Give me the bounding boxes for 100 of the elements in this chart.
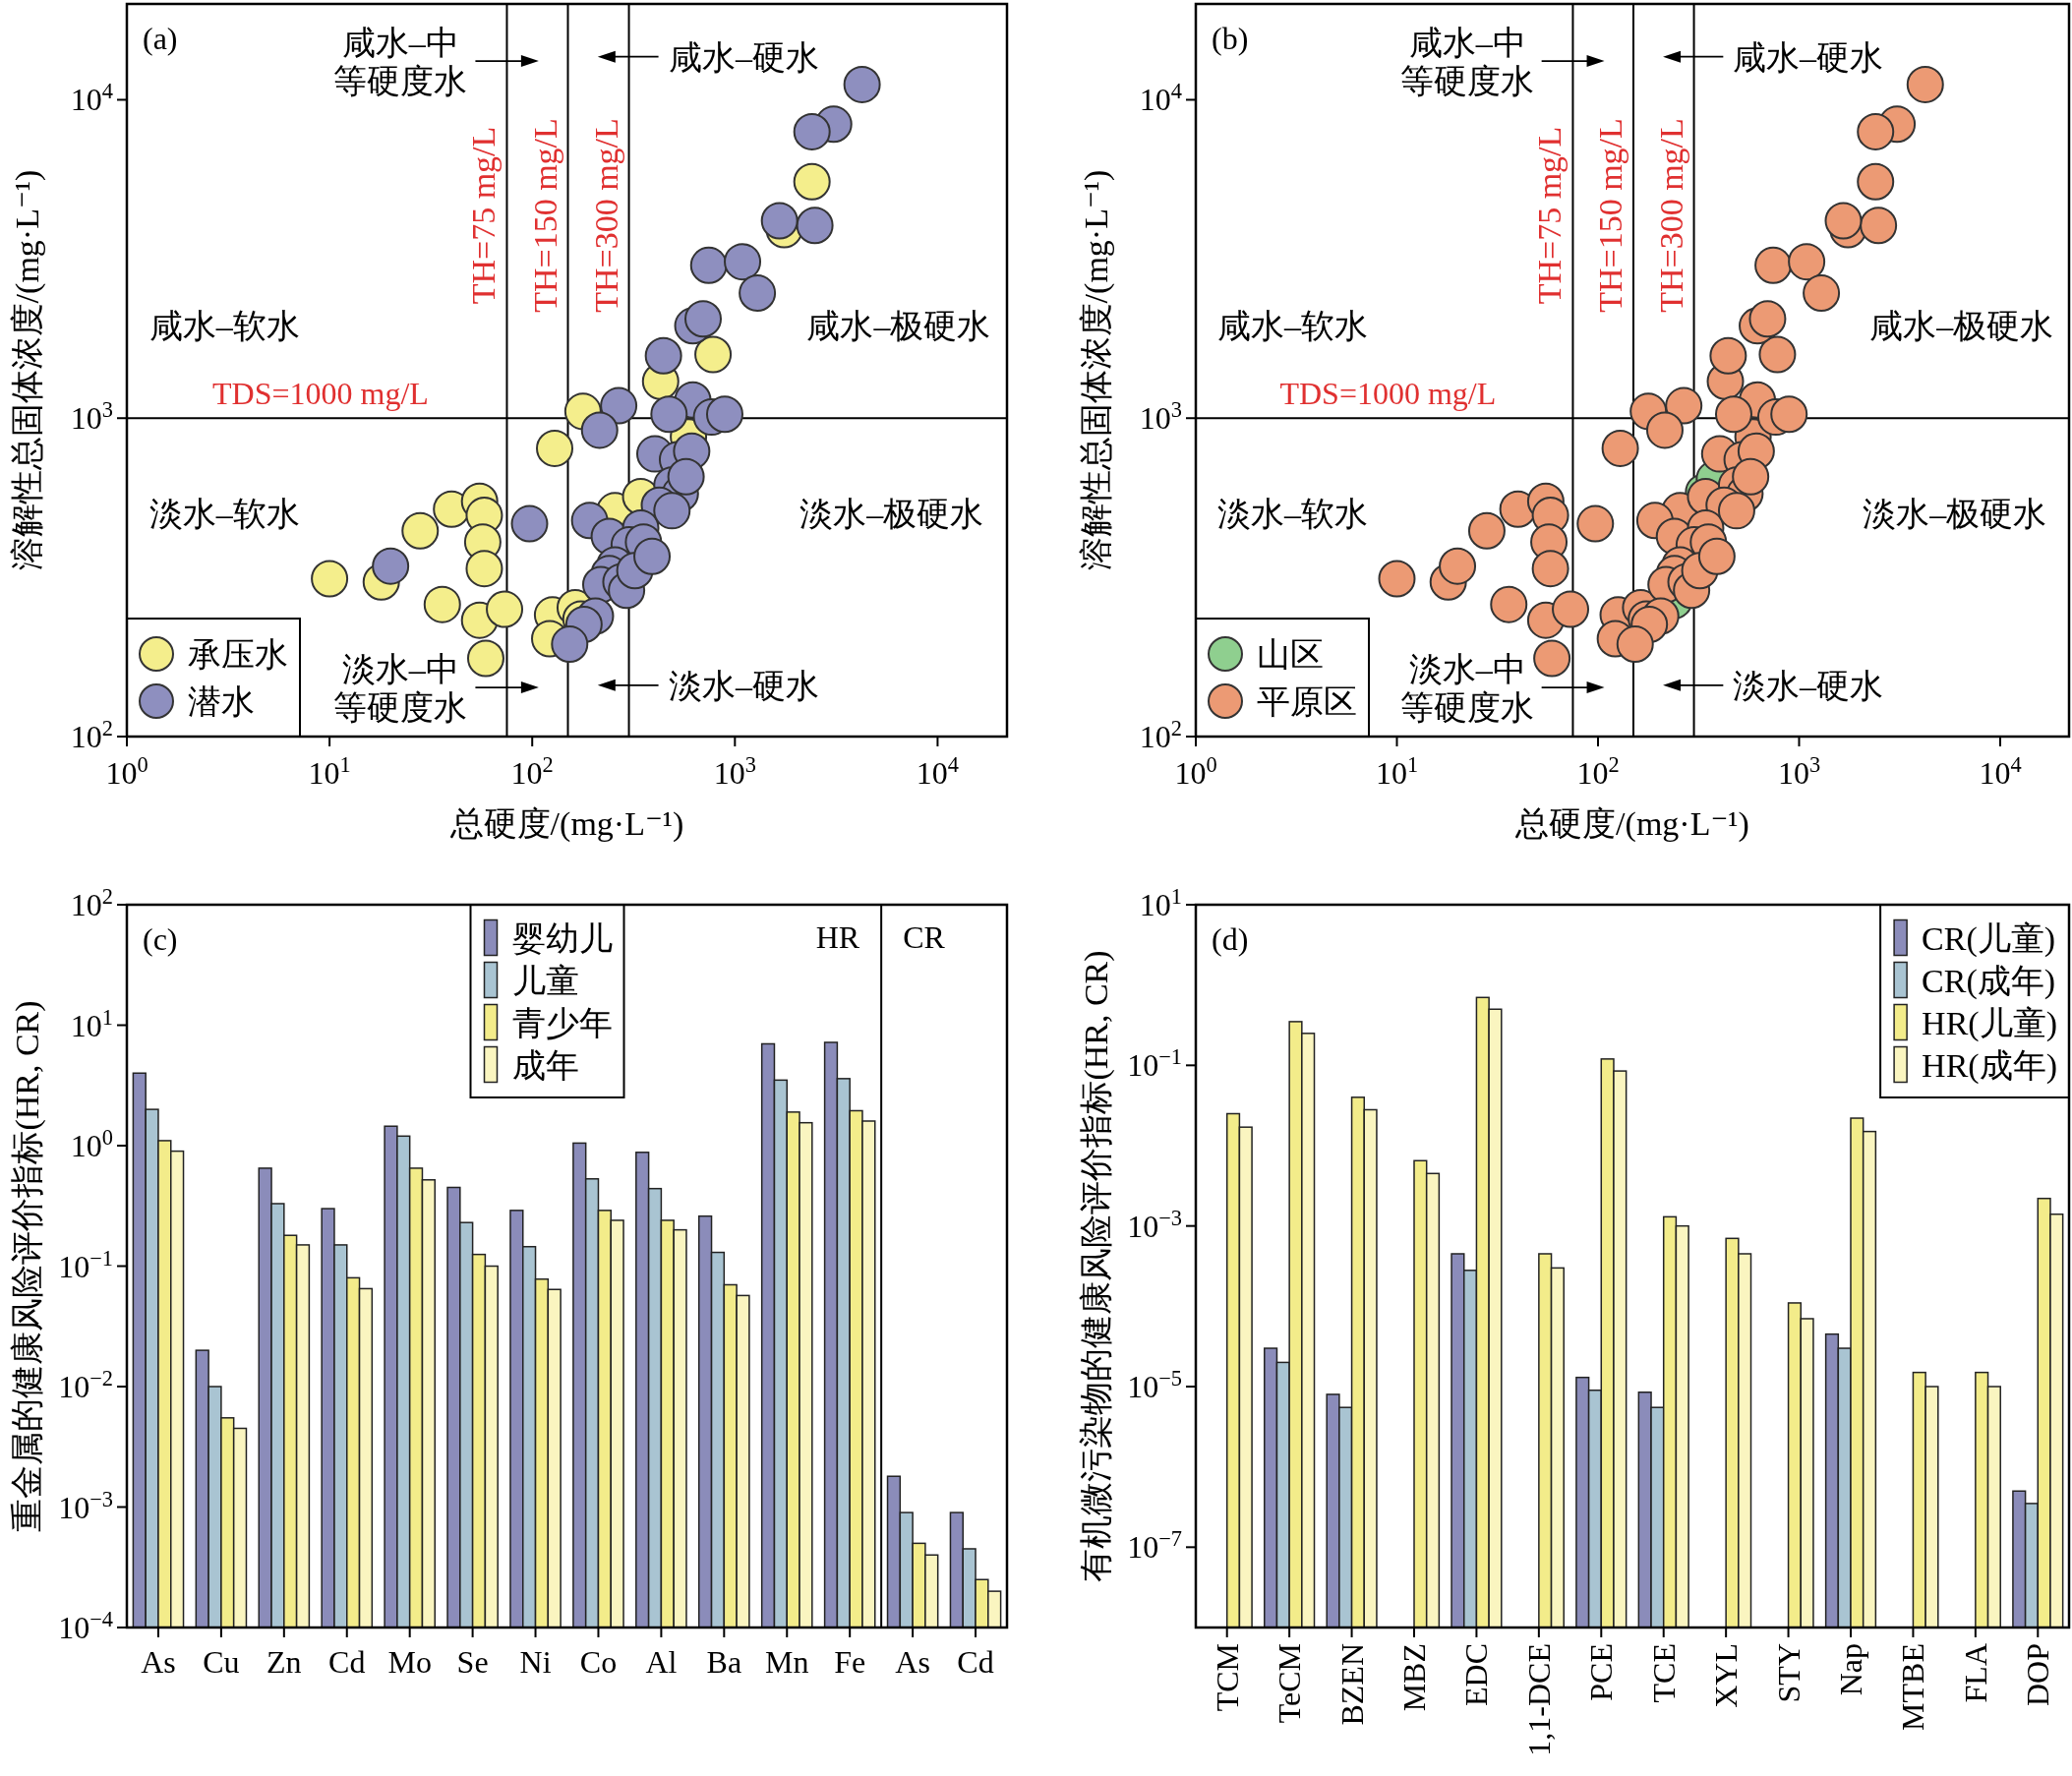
y-tick-label: 10$^{−4}$ [58, 1606, 113, 1645]
x-tick-label: Mn [765, 1644, 809, 1680]
legend-label: 成年 [511, 1046, 579, 1083]
y-tick-label: 10$^{2}$ [1139, 715, 1182, 754]
annotation: CR [903, 919, 946, 955]
legend-label: 儿童 [511, 962, 579, 998]
x-tick-label: Se [456, 1644, 489, 1680]
x-tick-label: 1,1-DCE [1520, 1643, 1557, 1756]
x-tick-label: PCE [1583, 1643, 1620, 1701]
ref-line-label: TH=300 mg/L [1652, 118, 1689, 313]
x-tick-label: 10$^{3}$ [1777, 751, 1821, 791]
x-tick-label: Co [579, 1644, 618, 1680]
legend-label: CR(成年) [1922, 962, 2056, 999]
annotation: 淡水–硬水 [668, 667, 819, 704]
annotation: 咸水–硬水 [1732, 38, 1883, 76]
x-tick-label: DOP [2020, 1643, 2056, 1707]
x-tick-label: Mo [387, 1644, 432, 1680]
x-tick-label: Cu [203, 1644, 240, 1680]
x-tick-label: Fe [834, 1644, 866, 1680]
text: (d) [1212, 921, 1249, 957]
annotation: 咸水–硬水 [668, 38, 819, 76]
ref-line-label: TH=150 mg/L [526, 118, 563, 313]
x-tick-label: As [141, 1644, 176, 1680]
y-tick-label: 10$^{4}$ [70, 78, 113, 118]
annotation: 咸水–软水 [148, 307, 300, 344]
x-tick-label: 10$^{2}$ [1576, 751, 1620, 791]
x-tick-label: 10$^{4}$ [1979, 751, 2022, 791]
x-tick-label: MBZ [1396, 1643, 1432, 1712]
annotation: 咸水–极硬水 [806, 307, 991, 344]
y-tick-label: 10$^{3}$ [1139, 396, 1182, 437]
x-tick-label: EDC [1458, 1643, 1495, 1706]
y-tick-label: 10$^{−3}$ [1127, 1205, 1182, 1244]
x-tick-label: BZEN [1333, 1643, 1370, 1726]
legend-label: HR(成年) [1922, 1046, 2057, 1084]
y-tick-label: 10$^{2}$ [70, 715, 113, 754]
y-tick-label: 10$^{1}$ [1139, 883, 1182, 922]
x-tick-label: Cd [957, 1644, 994, 1680]
annotation: 咸水–中等硬度水 [1400, 24, 1535, 99]
x-tick-label: MTBE [1895, 1643, 1931, 1731]
y-tick-label: 10$^{3}$ [70, 396, 113, 437]
x-tick-label: TeCM [1272, 1643, 1308, 1724]
annotation: 淡水–极硬水 [1863, 495, 2047, 532]
legend-label: HR(儿童) [1922, 1004, 2057, 1041]
y-tick-label: 10$^{−1}$ [1127, 1043, 1182, 1084]
ref-line-label: TDS=1000 mg/L [211, 376, 429, 412]
x-tick-label: 10$^{4}$ [916, 751, 960, 791]
x-tick-label: 10$^{1}$ [308, 751, 351, 791]
x-tick-label: 10$^{2}$ [510, 751, 554, 791]
y-axis-title: 溶解性总固体浓度/(mg·L⁻¹) [9, 169, 46, 571]
x-tick-label: Ba [706, 1644, 742, 1680]
x-tick-label: FLA [1957, 1643, 1993, 1703]
annotation: 淡水–软水 [148, 495, 300, 532]
y-tick-label: 10$^{−7}$ [1127, 1525, 1182, 1566]
text: (a) [143, 21, 178, 56]
x-tick-label: TCM [1209, 1643, 1245, 1712]
annotation: 咸水–中等硬度水 [333, 24, 468, 99]
x-tick-label: 10$^{0}$ [1174, 751, 1217, 791]
ref-line-label: TDS=1000 mg/L [1279, 376, 1497, 412]
annotation: 淡水–硬水 [1732, 667, 1883, 704]
annotation: 淡水–极硬水 [799, 495, 984, 532]
text: (c) [143, 921, 178, 957]
x-tick-label: Al [645, 1644, 678, 1680]
text: (b) [1212, 21, 1249, 56]
annotation: 咸水–软水 [1217, 307, 1369, 344]
legend-label: CR(儿童) [1922, 919, 2056, 957]
x-tick-label: STY [1770, 1643, 1806, 1703]
x-tick-label: Nap [1833, 1643, 1868, 1696]
annotation: 咸水–极硬水 [1869, 307, 2054, 344]
x-tick-label: 10$^{3}$ [713, 751, 756, 791]
y-axis-title: 有机微污染物的健康风险评价指标(HR, CR) [1078, 950, 1115, 1582]
x-tick-label: Cd [328, 1644, 366, 1680]
y-tick-label: 10$^{−2}$ [58, 1365, 113, 1404]
legend-label: 婴幼儿 [511, 919, 613, 956]
y-tick-label: 10$^{−5}$ [1127, 1365, 1182, 1404]
legend-label: 承压水 [188, 635, 288, 673]
ref-line-label: TH=300 mg/L [587, 118, 624, 313]
legend-label: 山区 [1257, 635, 1324, 673]
y-tick-label: 10$^{−1}$ [58, 1245, 113, 1284]
ref-line-label: TH=75 mg/L [465, 126, 503, 305]
x-axis-title: 总硬度/(mg·L⁻¹) [1514, 805, 1749, 843]
legend-label: 平原区 [1257, 682, 1357, 720]
ref-line-label: TH=150 mg/L [1592, 118, 1628, 313]
x-tick-label: TCE [1645, 1643, 1682, 1703]
x-tick-label: 10$^{1}$ [1375, 751, 1419, 791]
y-tick-label: 10$^{2}$ [70, 883, 113, 922]
y-tick-label: 10$^{−3}$ [58, 1486, 113, 1525]
legend-label: 潜水 [188, 682, 255, 720]
y-tick-label: 10$^{0}$ [70, 1124, 113, 1163]
annotation: 淡水–中等硬度水 [333, 650, 468, 726]
annotation: 淡水–中等硬度水 [1400, 650, 1535, 726]
x-tick-label: XYL [1708, 1643, 1745, 1708]
x-tick-label: 10$^{0}$ [105, 751, 148, 791]
annotation: 淡水–软水 [1217, 495, 1369, 532]
y-tick-label: 10$^{4}$ [1139, 78, 1182, 118]
x-tick-label: Zn [266, 1644, 302, 1680]
y-axis-title: 溶解性总固体浓度/(mg·L⁻¹) [1078, 169, 1115, 571]
legend-label: 青少年 [511, 1004, 613, 1040]
x-axis-title: 总硬度/(mg·L⁻¹) [448, 805, 684, 843]
ref-line-label: TH=75 mg/L [1531, 126, 1569, 305]
x-tick-label: As [895, 1644, 930, 1680]
